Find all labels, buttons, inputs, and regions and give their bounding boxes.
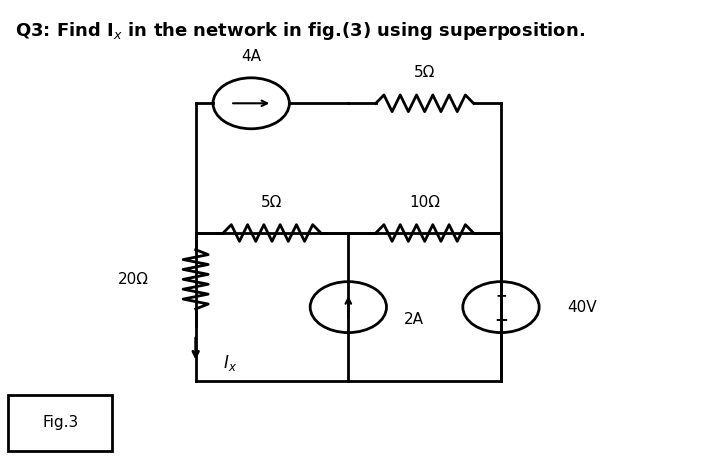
Text: +: + [495,288,507,302]
Text: Fig.3: Fig.3 [42,415,78,431]
Text: 10Ω: 10Ω [409,195,440,210]
Text: I$_x$: I$_x$ [223,353,238,373]
Text: Q3: Find I$_x$ in the network in fig.(3) using superposition.: Q3: Find I$_x$ in the network in fig.(3)… [15,20,585,42]
Text: 20Ω: 20Ω [118,272,149,287]
Text: 2A: 2A [404,312,424,327]
Text: 5Ω: 5Ω [261,195,283,210]
Text: 4A: 4A [241,49,261,64]
Text: 5Ω: 5Ω [414,65,436,80]
Text: −: − [494,309,508,328]
FancyBboxPatch shape [9,395,112,451]
Text: 40V: 40V [567,300,597,315]
